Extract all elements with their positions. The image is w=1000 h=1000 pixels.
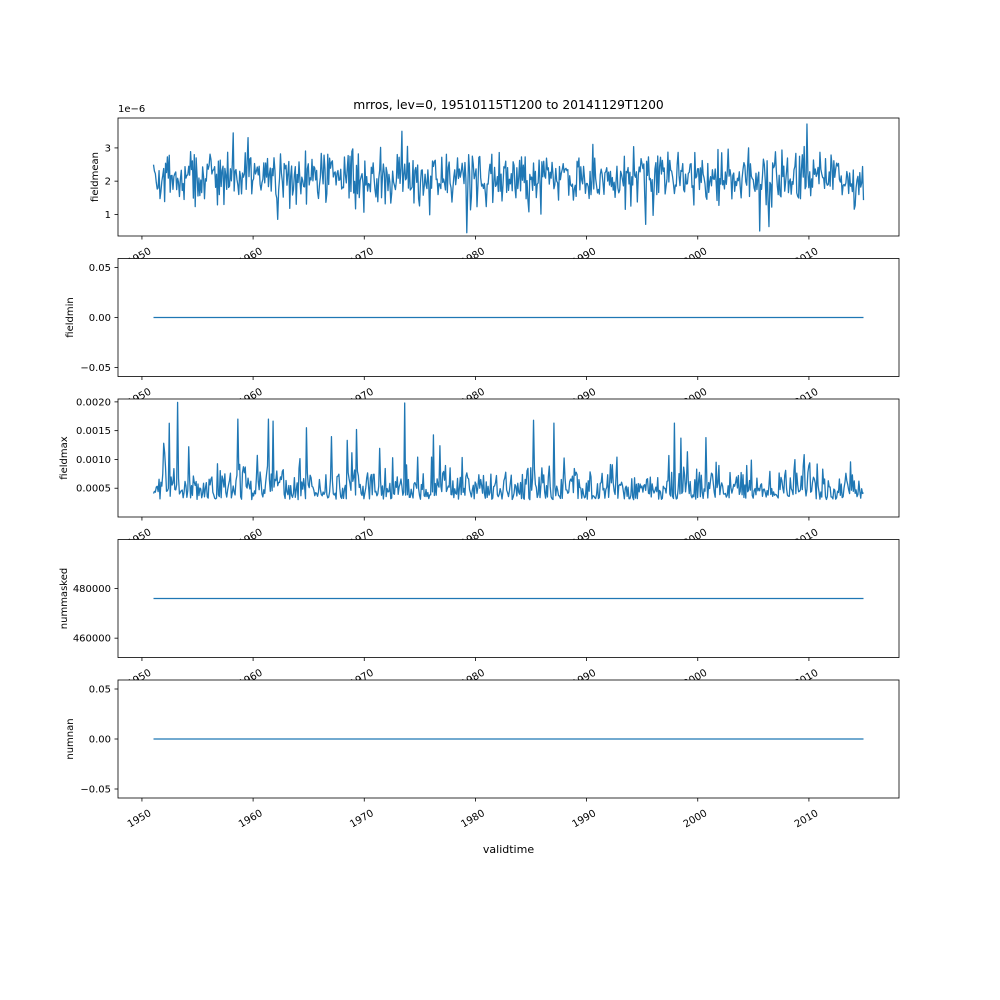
x-tick-label: 2000 — [682, 808, 710, 830]
y-tick-label: 0.05 — [89, 263, 111, 274]
series-line-fieldmax — [152, 401, 864, 501]
y-tick-label: 0.00 — [89, 313, 111, 324]
y-tick-label: −0.05 — [80, 785, 111, 796]
y-axis-label-fieldmax: fieldmax — [59, 436, 70, 479]
y-tick-label: 2 — [105, 177, 111, 188]
subplot-numnan: −0.05 0.00 0.05 1950 1960 1970 1980 1990 2000 201… — [65, 679, 900, 830]
y-axis-label-fieldmin: fieldmin — [65, 297, 76, 337]
y-tick-label: 0.0020 — [76, 397, 111, 408]
y-axis-label-nummasked: nummasked — [59, 568, 70, 629]
series-line-fieldmean — [152, 123, 865, 234]
axes-frame — [117, 539, 900, 658]
x-tick-label: 1970 — [348, 808, 376, 830]
y-axis-label-numnan: numnan — [65, 718, 76, 759]
y-tick-label: 0.00 — [89, 735, 111, 746]
x-tick-label: 1980 — [459, 808, 487, 830]
y-tick-label: −0.05 — [80, 363, 111, 374]
x-tick-label: 1990 — [571, 808, 599, 830]
axis-offset-text: 1e−6 — [118, 104, 145, 115]
x-axis-label: validtime — [482, 843, 535, 856]
x-tick-label: 1960 — [237, 808, 265, 830]
y-tick-label: 1 — [105, 210, 111, 221]
y-tick-label: 0.05 — [89, 685, 111, 696]
y-tick-label: 0.0015 — [76, 426, 111, 437]
y-tick-label: 0.0010 — [76, 455, 111, 466]
axes-frame — [117, 398, 900, 518]
y-tick-label: 3 — [105, 143, 111, 154]
chart-title: mrros, lev=0, 19510115T1200 to 20141129T… — [353, 98, 664, 112]
x-tick-label: 1950 — [126, 808, 154, 830]
y-tick-label: 0.0005 — [76, 484, 111, 495]
y-tick-label: 460000 — [73, 634, 111, 645]
y-axis-label-fieldmean: fieldmean — [90, 152, 101, 202]
y-tick-label: 480000 — [73, 584, 111, 595]
axes-frame — [117, 117, 900, 237]
axes-background — [118, 399, 899, 517]
x-tick-label: 2010 — [793, 808, 821, 830]
